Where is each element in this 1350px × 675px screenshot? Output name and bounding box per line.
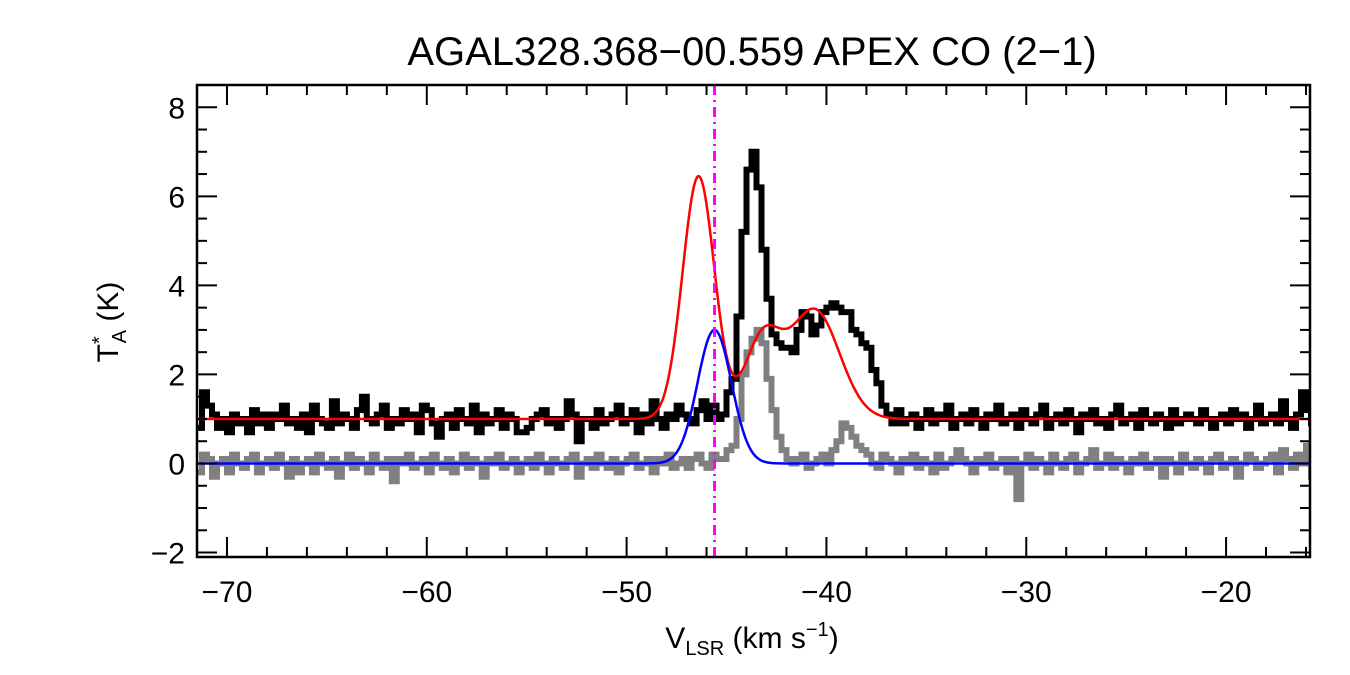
plot-frame (195, 83, 1312, 559)
series-fit-component (197, 328, 1310, 465)
x-tick-label: −60 (401, 576, 452, 609)
x-tick-label: −70 (202, 576, 253, 609)
x-axis-label-unit: (km s (724, 622, 806, 655)
x-axis-label: VLSR (km s−1) (665, 619, 838, 660)
x-tick-label: −20 (1201, 576, 1252, 609)
x-axis-label-sub: LSR (685, 638, 724, 660)
y-tick-label: 4 (168, 270, 185, 303)
y-tick-label: 2 (168, 359, 185, 392)
y-axis-label: T*A (K) (89, 282, 131, 363)
chart-title: AGAL328.368−00.559 APEX CO (2−1) (407, 30, 1096, 74)
y-tick-label: −2 (151, 538, 185, 571)
series-fit (197, 174, 1310, 421)
y-axis-label-sub: A (109, 329, 131, 343)
x-tick-label: −40 (801, 576, 852, 609)
x-axis-label-exponent: −1 (806, 619, 829, 641)
y-tick-label: 0 (168, 448, 185, 481)
plot-layer (197, 85, 1310, 557)
y-axis-label-star: * (89, 336, 111, 344)
x-axis-label-close: ) (829, 622, 839, 655)
x-axis-label-main: V (665, 622, 685, 655)
y-tick-label: 6 (168, 181, 185, 214)
series-spectrum (197, 148, 1310, 445)
plot-area (197, 85, 1310, 557)
x-tick-label: −50 (601, 576, 652, 609)
x-tick-label: −30 (1001, 576, 1052, 609)
series-residual (197, 326, 1310, 503)
y-axis-label-main: T (92, 344, 125, 362)
y-axis-label-unit: (K) (92, 282, 125, 330)
y-tick-label: 8 (168, 92, 185, 125)
